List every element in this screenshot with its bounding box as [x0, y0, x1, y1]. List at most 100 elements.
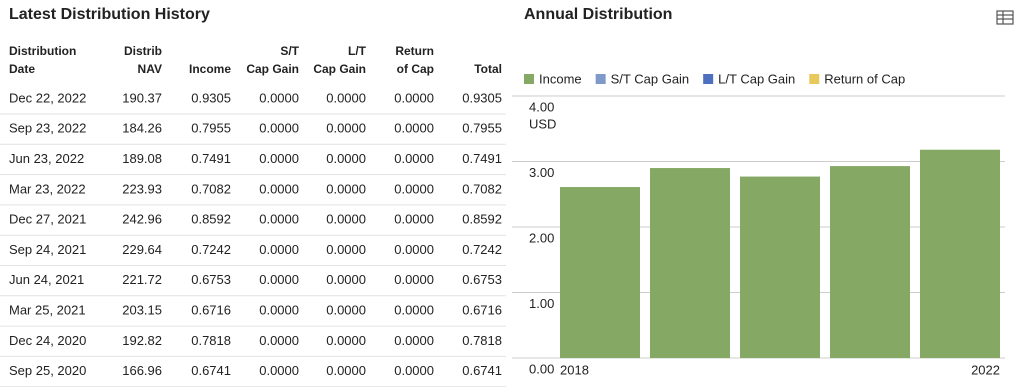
column-header: Return: [395, 44, 434, 58]
table-cell: Jun 24, 2021: [9, 272, 84, 287]
table-cell: 0.6753: [462, 272, 502, 287]
legend-swatch: [595, 74, 606, 84]
table-cell: 0.0000: [326, 363, 366, 378]
table-cell: 0.7955: [191, 121, 231, 136]
column-header: Total: [474, 62, 502, 76]
table-cell: 0.8592: [191, 212, 231, 227]
table-cell: 203.15: [122, 303, 162, 318]
bar: [920, 149, 1000, 358]
table-cell: 0.0000: [394, 121, 434, 136]
table-cell: Sep 25, 2020: [9, 363, 86, 378]
table-cell: Dec 24, 2020: [9, 333, 86, 348]
column-header: Date: [9, 62, 35, 76]
table-title: Latest Distribution History: [9, 6, 210, 23]
table-cell: Sep 23, 2022: [9, 121, 86, 136]
table-cell: 0.0000: [326, 212, 366, 227]
table-cell: 0.0000: [394, 303, 434, 318]
table-cell: 0.0000: [326, 151, 366, 166]
table-cell: 190.37: [122, 90, 162, 105]
table-cell: 184.26: [122, 121, 162, 136]
table-cell: 0.0000: [394, 90, 434, 105]
table-cell: 0.0000: [326, 303, 366, 318]
legend-swatch: [809, 74, 820, 84]
column-header: Distrib: [124, 44, 162, 58]
bar: [650, 168, 730, 358]
table-cell: Sep 24, 2021: [9, 242, 86, 257]
legend-label: S/T Cap Gain: [611, 71, 690, 86]
table-cell: 166.96: [122, 363, 162, 378]
column-header: L/T: [348, 44, 367, 58]
table-cell: 0.0000: [259, 121, 299, 136]
table-cell: 0.0000: [394, 272, 434, 287]
table-cell: 0.8592: [462, 212, 502, 227]
table-cell: 0.0000: [326, 181, 366, 196]
table-cell: 0.7955: [462, 121, 502, 136]
table-cell: Mar 23, 2022: [9, 181, 86, 196]
table-cell: 0.0000: [326, 333, 366, 348]
table-cell: 0.0000: [394, 333, 434, 348]
table-cell: 0.0000: [259, 151, 299, 166]
chart-title: Annual Distribution: [524, 6, 672, 23]
table-cell: 0.0000: [394, 151, 434, 166]
table-cell: 0.7818: [191, 333, 231, 348]
table-view-icon[interactable]: [996, 10, 1014, 25]
legend-label: L/T Cap Gain: [718, 71, 795, 86]
y-tick-label: 2.00: [529, 230, 554, 245]
table-cell: 0.6741: [191, 363, 231, 378]
table-cell: 0.0000: [259, 272, 299, 287]
table-cell: 0.0000: [394, 363, 434, 378]
y-tick-label: 0.00: [529, 361, 554, 376]
column-header: S/T: [280, 44, 299, 58]
table-cell: 0.0000: [394, 181, 434, 196]
table-cell: 0.0000: [259, 242, 299, 257]
column-header: of Cap: [397, 62, 434, 76]
legend-swatch: [703, 74, 714, 84]
legend-label: Income: [539, 71, 582, 86]
table-cell: 0.7818: [462, 333, 502, 348]
legend-swatch: [524, 74, 534, 84]
y-tick-label: 1.00: [529, 296, 554, 311]
y-tick-label: 3.00: [529, 165, 554, 180]
table-cell: 0.0000: [394, 242, 434, 257]
table-cell: Dec 22, 2022: [9, 90, 86, 105]
table-cell: 0.7491: [191, 151, 231, 166]
table-cell: 242.96: [122, 212, 162, 227]
table-cell: 0.0000: [326, 121, 366, 136]
table-cell: 0.0000: [259, 90, 299, 105]
y-tick-label: 4.00: [529, 99, 554, 114]
table-cell: 0.0000: [326, 272, 366, 287]
table-cell: Dec 27, 2021: [9, 212, 86, 227]
legend-label: Return of Cap: [824, 71, 905, 86]
table-cell: 0.0000: [394, 212, 434, 227]
table-cell: 0.7082: [462, 181, 502, 196]
column-header: Cap Gain: [246, 62, 299, 76]
bar: [830, 166, 910, 358]
table-cell: 0.7242: [462, 242, 502, 257]
column-header: Income: [189, 62, 231, 76]
table-cell: 229.64: [122, 242, 162, 257]
table-cell: 223.93: [122, 181, 162, 196]
table-cell: 0.0000: [259, 363, 299, 378]
table-cell: 0.6741: [462, 363, 502, 378]
bar: [560, 187, 640, 358]
table-cell: 0.0000: [326, 90, 366, 105]
table-cell: Jun 23, 2022: [9, 151, 84, 166]
table-cell: 0.9305: [462, 90, 502, 105]
table-cell: 0.0000: [326, 242, 366, 257]
table-cell: 221.72: [122, 272, 162, 287]
table-cell: 0.0000: [259, 181, 299, 196]
table-cell: 0.6716: [191, 303, 231, 318]
table-cell: 0.6716: [462, 303, 502, 318]
table-cell: 189.08: [122, 151, 162, 166]
column-header: Distribution: [9, 44, 76, 58]
table-cell: 0.9305: [191, 90, 231, 105]
table-cell: 0.0000: [259, 333, 299, 348]
table-cell: Mar 25, 2021: [9, 303, 86, 318]
column-header: NAV: [138, 62, 162, 76]
table-cell: 0.7082: [191, 181, 231, 196]
table-cell: 0.7242: [191, 242, 231, 257]
table-cell: 0.0000: [259, 303, 299, 318]
bar: [740, 176, 820, 358]
table-cell: 192.82: [122, 333, 162, 348]
